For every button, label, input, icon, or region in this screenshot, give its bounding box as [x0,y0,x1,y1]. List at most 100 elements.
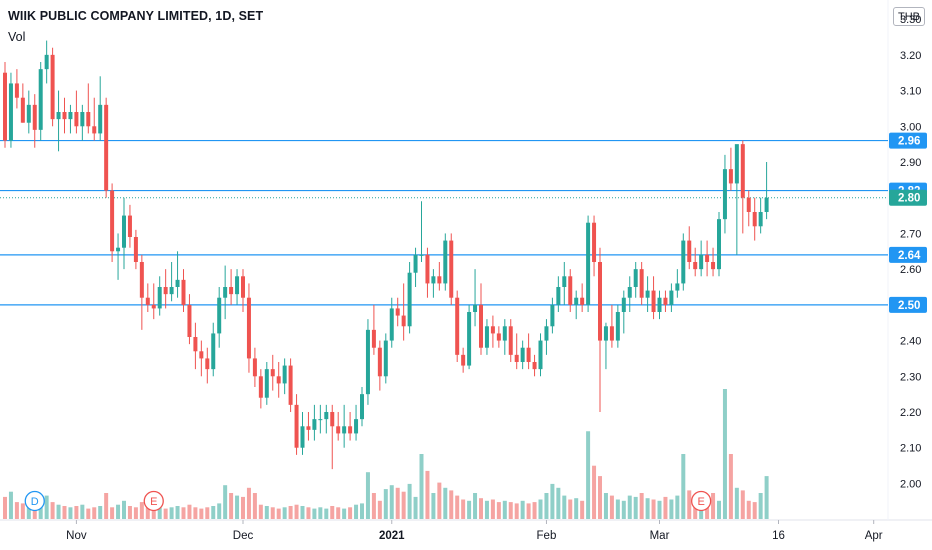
volume-bar [651,499,656,519]
candle-body [675,283,680,291]
candle-body [508,326,513,355]
volume-bar [645,498,650,519]
volume-bar [98,506,103,519]
candle-body [241,276,245,298]
volume-bar [669,499,674,519]
volume-bar [122,500,126,519]
candle-body [62,112,67,120]
volume-bar [133,507,138,519]
candle-body [365,329,370,395]
volume-bar [306,507,311,519]
volume-bar [663,496,668,519]
candle-body [514,354,519,362]
candle-body [383,340,388,377]
volume-bar [413,496,418,519]
volume-bar [443,487,448,519]
candle-body [687,240,692,262]
volume-bar [193,507,198,519]
volume-bar [467,500,472,519]
candle-body [425,254,430,284]
candle-body [580,297,585,305]
volume-bar [199,508,204,519]
candle-body [229,287,234,295]
volume-bar [145,507,150,519]
volume-bar [502,500,507,519]
volume-bar [8,491,13,519]
volume-bar [217,503,222,519]
volume-bar [318,507,323,519]
price-tick-label: 3.20 [900,50,921,62]
candle-body [68,112,73,120]
volume-bar [288,506,293,519]
candle-body [586,222,591,305]
volume-bar [44,495,49,519]
candle-body [80,112,85,127]
candle-body [746,197,751,212]
candle-body [252,358,257,377]
candle-body [32,104,37,130]
candle-body [413,254,418,273]
candle-body [734,144,739,184]
volume-bar [532,502,537,519]
last-price-label-text: 2.80 [898,193,920,205]
volume-bar [461,499,466,519]
candle-body [288,365,293,405]
candle-body [8,83,13,141]
candle-body [568,276,573,305]
candle-body [633,269,638,287]
currency-button[interactable]: THB [893,7,925,26]
candle-body [282,365,287,384]
candle-body [217,297,222,334]
volume-bar [157,507,162,519]
volume-series [3,389,769,519]
candle-body [139,262,144,298]
volume-bar [574,498,579,519]
price-tick-label: 2.00 [900,478,921,490]
price-axis[interactable]: 3.30 3.20 3.10 3.00 2.90 2.70 2.60 2.40 2.30 2.20… [900,14,921,490]
volume-bar [62,506,67,519]
time-axis[interactable]: Nov Dec 2021 Feb Mar 16 Apr [66,520,883,542]
volume-bar [383,489,388,519]
volume-bar [175,506,180,519]
volume-bar [586,431,591,519]
volume-bar [282,507,287,519]
volume-bar [431,493,436,519]
candle-body [306,426,311,430]
candle-body [371,329,376,348]
time-tick-label: Apr [865,530,883,542]
grid-lines [0,0,932,521]
candle-body [86,112,91,127]
time-tick-label: Dec [233,530,254,542]
candle-body [122,215,126,248]
candle-body [461,354,466,366]
volume-bar [127,506,132,519]
candle-body [598,262,602,341]
volume-bar [395,487,400,519]
candle-body [330,412,335,427]
candle-body [193,337,198,352]
volume-bar [592,465,597,519]
volume-bar [187,504,192,519]
candle-body [645,290,650,298]
price-tick-label: 2.10 [900,443,921,455]
volume-bar [20,503,25,519]
candle-body [401,315,406,327]
volume-bar [598,476,602,519]
candle-body [294,404,299,448]
candle-body [496,333,501,341]
volume-bar [633,496,638,519]
candle-body [26,104,31,123]
volume-bar [639,493,644,519]
volume-bar [609,495,614,519]
candle-body [104,104,109,191]
volume-bar [294,504,299,519]
time-tick-label: Mar [650,530,670,542]
candle-body [752,212,757,227]
volume-bar [80,504,85,519]
volume-bar [348,507,353,519]
volume-bar [38,499,43,519]
candle-body [526,347,531,362]
volume-bar [425,470,430,519]
